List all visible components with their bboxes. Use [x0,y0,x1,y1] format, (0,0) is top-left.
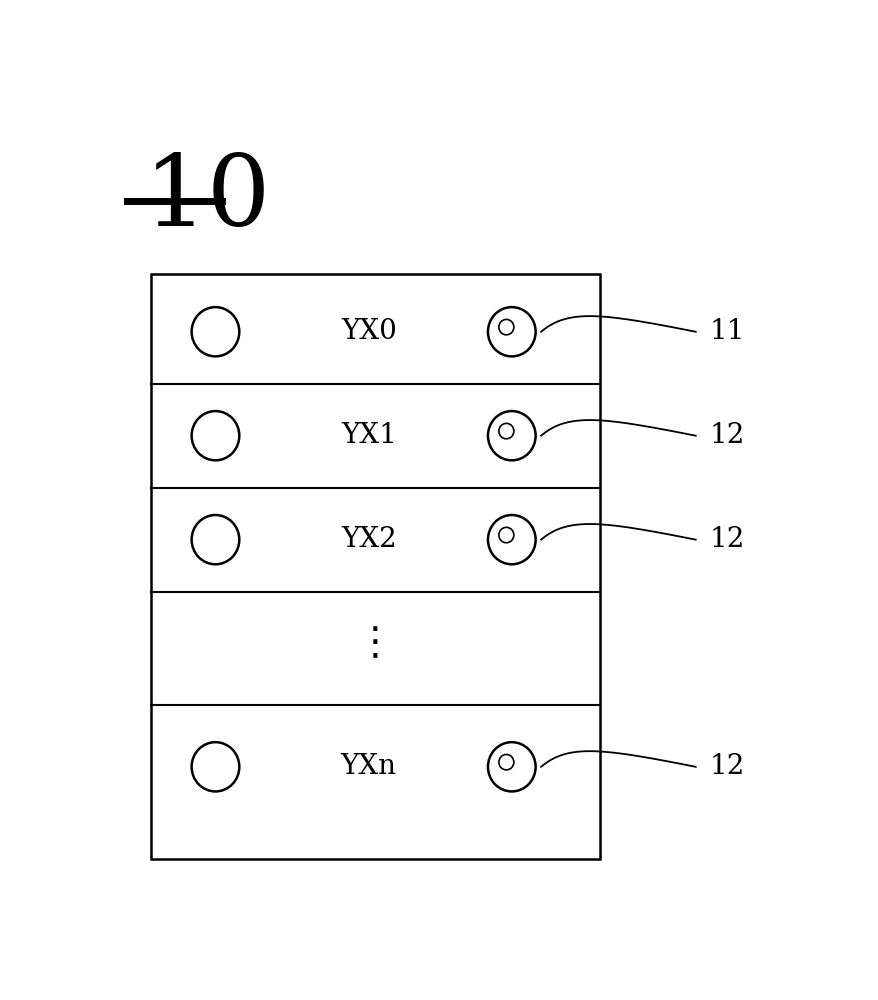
Text: YX2: YX2 [341,526,396,553]
Text: 11: 11 [709,318,744,345]
Text: YX1: YX1 [341,422,396,449]
Text: 12: 12 [709,753,744,780]
Text: YX0: YX0 [341,318,396,345]
Text: ⋮: ⋮ [356,625,394,663]
Bar [151,274,600,859]
Text: 10: 10 [144,151,271,247]
Text: 12: 12 [709,422,744,449]
Text: YXn: YXn [341,753,396,780]
Text: 12: 12 [709,526,744,553]
